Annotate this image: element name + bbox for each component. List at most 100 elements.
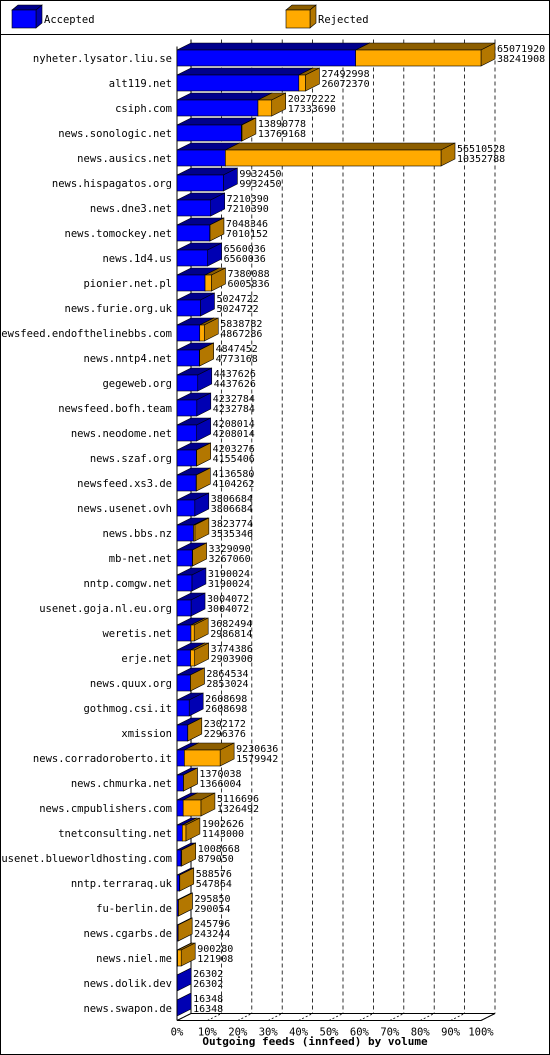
row-label: alt119.net xyxy=(109,78,172,90)
offered-bar xyxy=(225,149,442,167)
floor-tick xyxy=(328,1013,344,1021)
offered-label: 5838782 xyxy=(220,319,262,330)
row-label: usenet.blueworldhosting.com xyxy=(1,853,172,865)
row-label: news.usenet.ovh xyxy=(77,503,172,515)
row-label: news.neodome.net xyxy=(71,428,172,440)
offered-label: 3806684 xyxy=(211,494,253,505)
row-label: nntp.comgw.net xyxy=(83,578,172,590)
row-label: news.chmurka.net xyxy=(71,778,172,790)
accepted-bar xyxy=(176,799,184,817)
offered-bar xyxy=(180,849,183,867)
offered-bar xyxy=(193,524,196,542)
accepted-bar xyxy=(176,49,356,67)
x-tick-label: 40% xyxy=(289,1027,309,1039)
offered-label: 5116696 xyxy=(217,794,259,805)
accepted-bar xyxy=(176,624,192,642)
accepted-bar-top xyxy=(176,42,370,51)
accepted-bar xyxy=(176,599,192,617)
accepted-bar xyxy=(176,249,208,267)
offered-label: 3004072 xyxy=(207,594,249,605)
offered-label: 9230636 xyxy=(236,744,278,755)
accepted-label: 1326492 xyxy=(217,804,259,815)
floor-tick xyxy=(359,1013,374,1021)
x-tick-label: 60% xyxy=(350,1027,370,1039)
offered-label: 16348 xyxy=(193,994,223,1005)
floor-tick xyxy=(298,1013,313,1021)
row-label: nntp.terraraq.uk xyxy=(71,878,173,890)
accepted-bar xyxy=(176,174,224,192)
accepted-label: 4437626 xyxy=(214,379,256,390)
accepted-label: 10352788 xyxy=(457,154,505,165)
x-axis-title: Outgoing feeds (innfeed) by volume xyxy=(202,1035,428,1048)
x-tick-label: 50% xyxy=(320,1027,340,1039)
offered-label: 4203276 xyxy=(213,444,255,455)
x-tick-label: 10% xyxy=(198,1027,218,1039)
offered-label: 4437626 xyxy=(214,369,256,380)
row-label: news.furie.org.uk xyxy=(65,303,173,315)
accepted-label: 4155406 xyxy=(213,454,255,465)
legend-swatch xyxy=(285,9,311,29)
legend-label: Rejected xyxy=(318,14,369,26)
accepted-bar xyxy=(176,574,193,592)
offered-label: 3190024 xyxy=(208,569,250,580)
accepted-bar xyxy=(176,199,211,217)
accepted-bar xyxy=(176,724,189,742)
row-label: news.ausics.net xyxy=(77,153,172,165)
accepted-bar xyxy=(176,649,191,667)
accepted-bar xyxy=(176,474,197,492)
floor-tick xyxy=(480,1013,496,1021)
row-label: xmission xyxy=(121,728,172,740)
accepted-bar xyxy=(176,124,242,142)
offered-label: 3823774 xyxy=(211,519,253,530)
row-label: news.swapon.de xyxy=(83,1003,172,1015)
accepted-label: 2853024 xyxy=(206,679,248,690)
offered-label: 4232784 xyxy=(213,394,255,405)
legend-label: Accepted xyxy=(44,14,95,26)
offered-label: 20272222 xyxy=(288,94,336,105)
accepted-bar xyxy=(176,274,206,292)
floor-tick xyxy=(176,1013,192,1021)
offered-label: 13890778 xyxy=(258,119,306,130)
offered-label: 1902626 xyxy=(202,819,244,830)
row-label: news.dolik.dev xyxy=(83,978,172,990)
offered-label: 2864534 xyxy=(206,669,248,680)
offered-bar-top xyxy=(355,42,496,51)
accepted-bar xyxy=(176,449,197,467)
row-label: erje.net xyxy=(121,653,172,665)
row-label: news.quux.org xyxy=(90,678,172,690)
accepted-bar xyxy=(176,299,201,317)
accepted-bar xyxy=(176,99,259,117)
accepted-bar xyxy=(176,74,300,92)
accepted-bar xyxy=(176,349,200,367)
accepted-bar xyxy=(176,774,184,792)
floor-tick xyxy=(420,1013,435,1021)
accepted-label: 16348 xyxy=(193,1004,223,1015)
row-label: news.hispagatos.org xyxy=(52,178,172,190)
accepted-label: 4232784 xyxy=(213,404,255,415)
offered-bar xyxy=(241,124,243,142)
offered-label: 56510528 xyxy=(457,144,505,155)
accepted-label: 7010152 xyxy=(226,229,268,240)
row-label: news.sonologic.net xyxy=(58,128,172,140)
offered-bar xyxy=(204,274,212,292)
accepted-label: 3806684 xyxy=(211,504,253,515)
row-label: news.szaf.org xyxy=(90,453,172,465)
accepted-label: 3267060 xyxy=(209,554,251,565)
accepted-label: 9932450 xyxy=(239,179,281,190)
offered-label: 7048346 xyxy=(226,219,268,230)
accepted-bar xyxy=(176,824,183,842)
offered-label: 3682494 xyxy=(210,619,252,630)
accepted-bar xyxy=(176,549,193,567)
x-tick-label: 30% xyxy=(259,1027,279,1039)
offered-label: 3774386 xyxy=(211,644,253,655)
floor-tick xyxy=(450,1013,465,1021)
offered-label: 900280 xyxy=(197,944,233,955)
accepted-label: 6560036 xyxy=(224,254,266,265)
accepted-label: 26302 xyxy=(193,979,223,990)
accepted-bar xyxy=(176,749,185,767)
row-label: newsfeed.xs3.de xyxy=(77,478,172,490)
accepted-bar xyxy=(176,224,211,242)
legend-swatch xyxy=(11,9,37,29)
accepted-label: 2296376 xyxy=(204,729,246,740)
